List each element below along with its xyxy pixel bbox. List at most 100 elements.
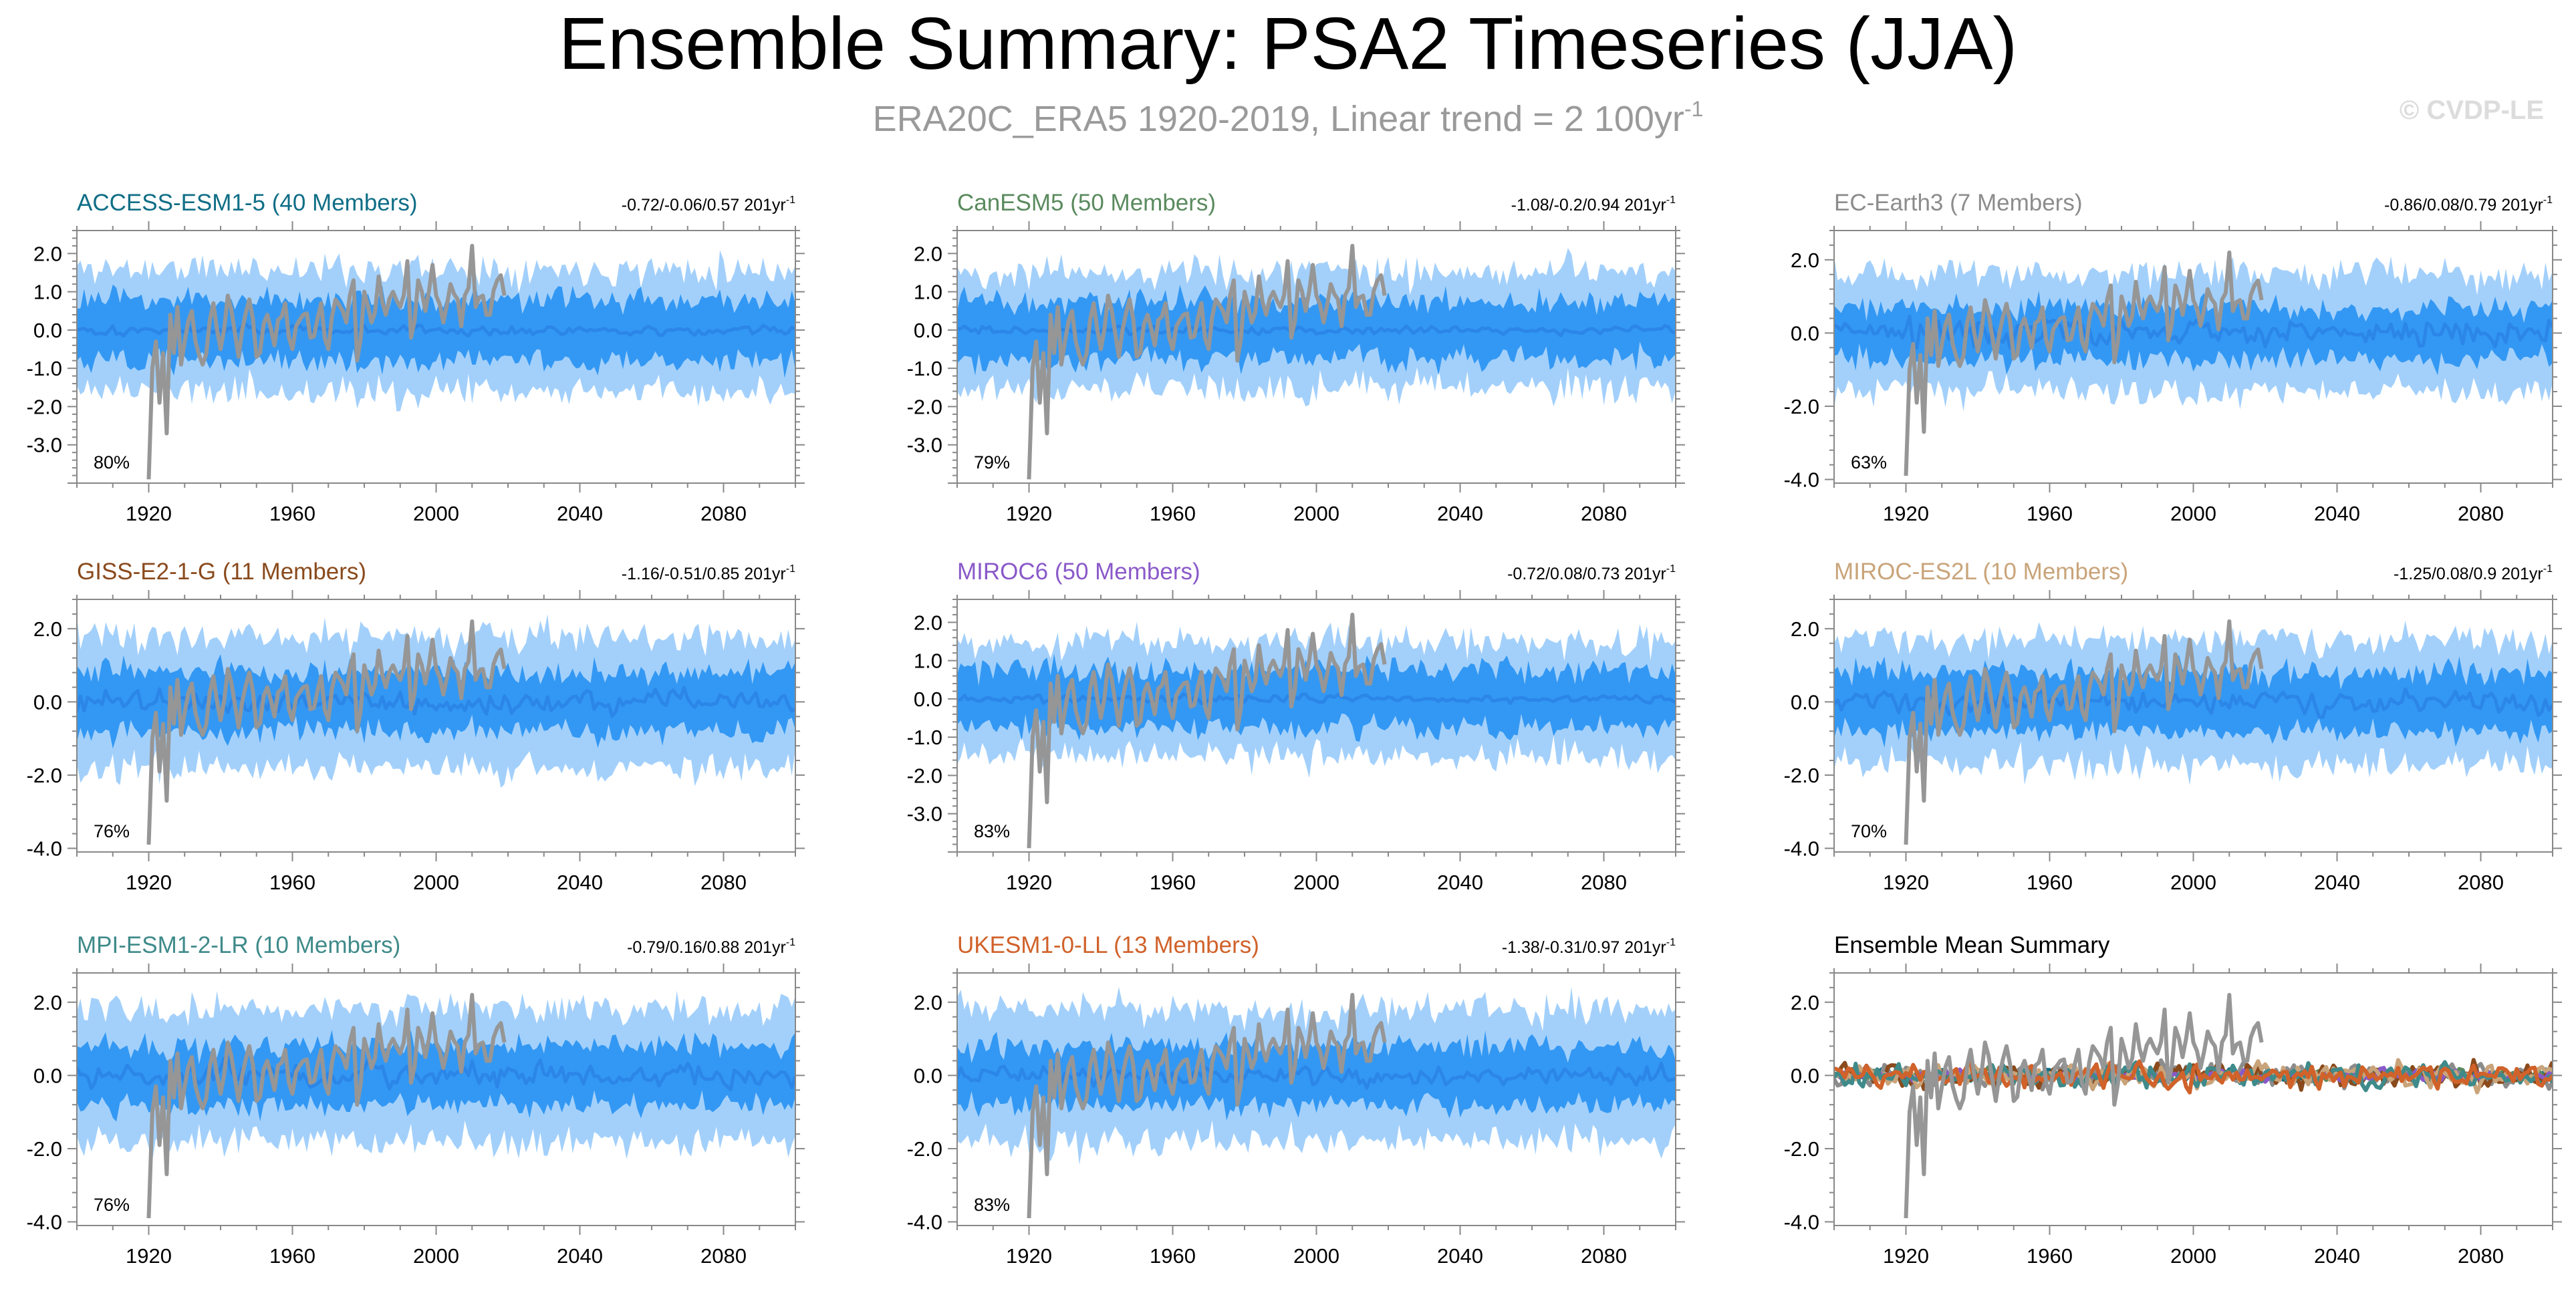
trend-value: -0.72/0.08/0.73 201yr: [1507, 565, 1666, 583]
y-tick-label: 0.0: [1791, 690, 1819, 714]
x-tick-label: 1920: [1883, 871, 1929, 894]
y-tick-label: -1.0: [27, 357, 62, 380]
y-tick-label: 0.0: [914, 688, 942, 711]
percentile-label: 76%: [94, 821, 130, 841]
panel-title: MPI-ESM1-2-LR (10 Members): [77, 932, 400, 958]
panel-title: MIROC-ES2L (10 Members): [1834, 559, 2128, 585]
panel-title: ACCESS-ESM1-5 (40 Members): [77, 190, 418, 216]
y-tick-label: 1.0: [914, 281, 942, 304]
trend-label: -0.86/0.08/0.79 201yr-1: [2384, 194, 2553, 214]
x-tick-label: 1960: [269, 871, 315, 894]
trend-label: -1.38/-0.31/0.97 201yr-1: [1502, 937, 1676, 957]
plot-area: [77, 243, 795, 480]
x-tick-label: 2040: [1437, 1244, 1483, 1268]
ensemble-mean-line: [957, 1061, 1676, 1090]
trend-label: -1.25/0.08/0.9 201yr-1: [2394, 563, 2553, 583]
plot-area: [957, 612, 1676, 849]
trend-value: -1.16/-0.51/0.85 201yr: [622, 565, 786, 583]
y-tick-label: -1.0: [907, 726, 942, 749]
observations-line: [146, 619, 507, 845]
trend-value: -1.38/-0.31/0.97 201yr: [1502, 938, 1666, 957]
subtitle-text: ERA20C_ERA5 1920-2019, Linear trend = 2 …: [873, 99, 1684, 139]
observations-line: [1027, 992, 1387, 1219]
x-tick-label: 2000: [1293, 871, 1339, 894]
observations-line: [1904, 992, 2264, 1219]
x-tick-label: 1960: [2027, 1244, 2073, 1268]
x-tick-label: 1920: [126, 1244, 172, 1268]
x-tick-label: 1920: [126, 502, 172, 525]
percentile-label: 83%: [974, 1195, 1010, 1215]
x-tick-label: 2080: [700, 1244, 747, 1268]
y-tick-label: -2.0: [907, 764, 942, 787]
x-tick-label: 2000: [413, 1244, 459, 1268]
trend-value: -1.25/0.08/0.9 201yr: [2394, 565, 2543, 583]
subtitle-superscript: -1: [1684, 97, 1703, 121]
observations-line: [1027, 612, 1387, 849]
figure-title: Ensemble Summary: PSA2 Timeseries (JJA): [559, 3, 2017, 85]
y-tick-label: 2.0: [33, 242, 62, 265]
x-tick-label: 2080: [2458, 502, 2504, 525]
panel-5: 1920 1960 2000 2040 2080 2.0 1.0 0.0 -1.0 -2.0 -3.…: [907, 559, 1685, 894]
x-tick-label: 1920: [1883, 1244, 1929, 1268]
panel-9: 1920 1960 2000 2040 2080 2.0 0.0 -2.0 -4.0 Ensemb…: [1784, 932, 2562, 1268]
panel-title: UKESM1-0-LL (13 Members): [957, 932, 1259, 958]
percentile-label: 80%: [94, 452, 130, 472]
figure-subtitle: ERA20C_ERA5 1920-2019, Linear trend = 2 …: [873, 97, 1704, 139]
y-tick-label: -2.0: [1784, 1137, 1819, 1161]
trend-superscript: -1: [1666, 194, 1676, 206]
watermark: © CVDP-LE: [2400, 96, 2544, 125]
plot-area: [77, 613, 795, 845]
x-tick-label: 2080: [2458, 1244, 2504, 1268]
y-tick-label: -2.0: [27, 1137, 62, 1161]
x-tick-label: 1920: [1006, 1244, 1052, 1268]
percentile-label: 70%: [1851, 821, 1887, 841]
y-tick-label: -2.0: [27, 395, 62, 418]
trend-label: -0.72/0.08/0.73 201yr-1: [1507, 563, 1676, 583]
panel-8: 1920 1960 2000 2040 2080 2.0 0.0 -2.0 -4.0 UKESM1…: [907, 932, 1685, 1268]
y-tick-label: 0.0: [914, 319, 942, 342]
y-tick-label: -3.0: [27, 434, 62, 457]
y-tick-label: 0.0: [914, 1064, 942, 1087]
trend-value: -1.08/-0.2/0.94 201yr: [1511, 196, 1666, 214]
observations-line: [146, 243, 507, 480]
trend-superscript: -1: [786, 937, 795, 948]
y-tick-label: 2.0: [1791, 991, 1819, 1014]
y-tick-label: 0.0: [33, 690, 62, 714]
panel-2: 1920 1960 2000 2040 2080 2.0 1.0 0.0 -1.0 -2.0 -3.…: [907, 190, 1685, 525]
ensemble-mean-line: [77, 686, 795, 718]
plot-area: [1834, 992, 2553, 1219]
y-tick-label: -2.0: [1784, 764, 1819, 787]
y-tick-label: -3.0: [907, 803, 942, 826]
y-tick-label: -4.0: [907, 1211, 942, 1234]
panel-title: EC-Earth3 (7 Members): [1834, 190, 2082, 216]
y-tick-label: 0.0: [1791, 321, 1819, 345]
x-tick-label: 1960: [1150, 502, 1196, 525]
x-tick-label: 1920: [126, 871, 172, 894]
y-tick-label: 2.0: [1791, 249, 1819, 272]
percentile-label: 63%: [1851, 452, 1887, 472]
x-tick-label: 1960: [269, 502, 315, 525]
trend-value: -0.86/0.08/0.79 201yr: [2384, 196, 2543, 214]
y-tick-label: -2.0: [907, 395, 942, 418]
plot-area: [1834, 250, 2553, 476]
trend-superscript: -1: [786, 563, 795, 575]
plot-area: [957, 243, 1676, 480]
y-tick-label: 2.0: [33, 617, 62, 641]
panel-grid: 1920 1960 2000 2040 2080 2.0 1.0 0.0 -1.0 -2.0 -3.…: [27, 190, 2562, 1268]
x-tick-label: 1960: [2027, 871, 2073, 894]
x-tick-label: 2000: [413, 502, 459, 525]
observations-line: [1027, 243, 1387, 480]
percentile-label: 83%: [974, 821, 1010, 841]
plot-frame: [1833, 972, 2553, 1226]
x-tick-label: 1960: [1150, 871, 1196, 894]
y-tick-label: -2.0: [27, 764, 62, 787]
trend-superscript: -1: [2543, 563, 2553, 575]
trend-superscript: -1: [786, 194, 795, 206]
y-tick-label: 2.0: [33, 991, 62, 1014]
y-tick-label: 1.0: [914, 650, 942, 673]
y-tick-label: 2.0: [914, 991, 942, 1014]
observations-line: [146, 992, 507, 1219]
y-tick-label: 2.0: [1791, 617, 1819, 641]
x-tick-label: 2040: [557, 1244, 603, 1268]
